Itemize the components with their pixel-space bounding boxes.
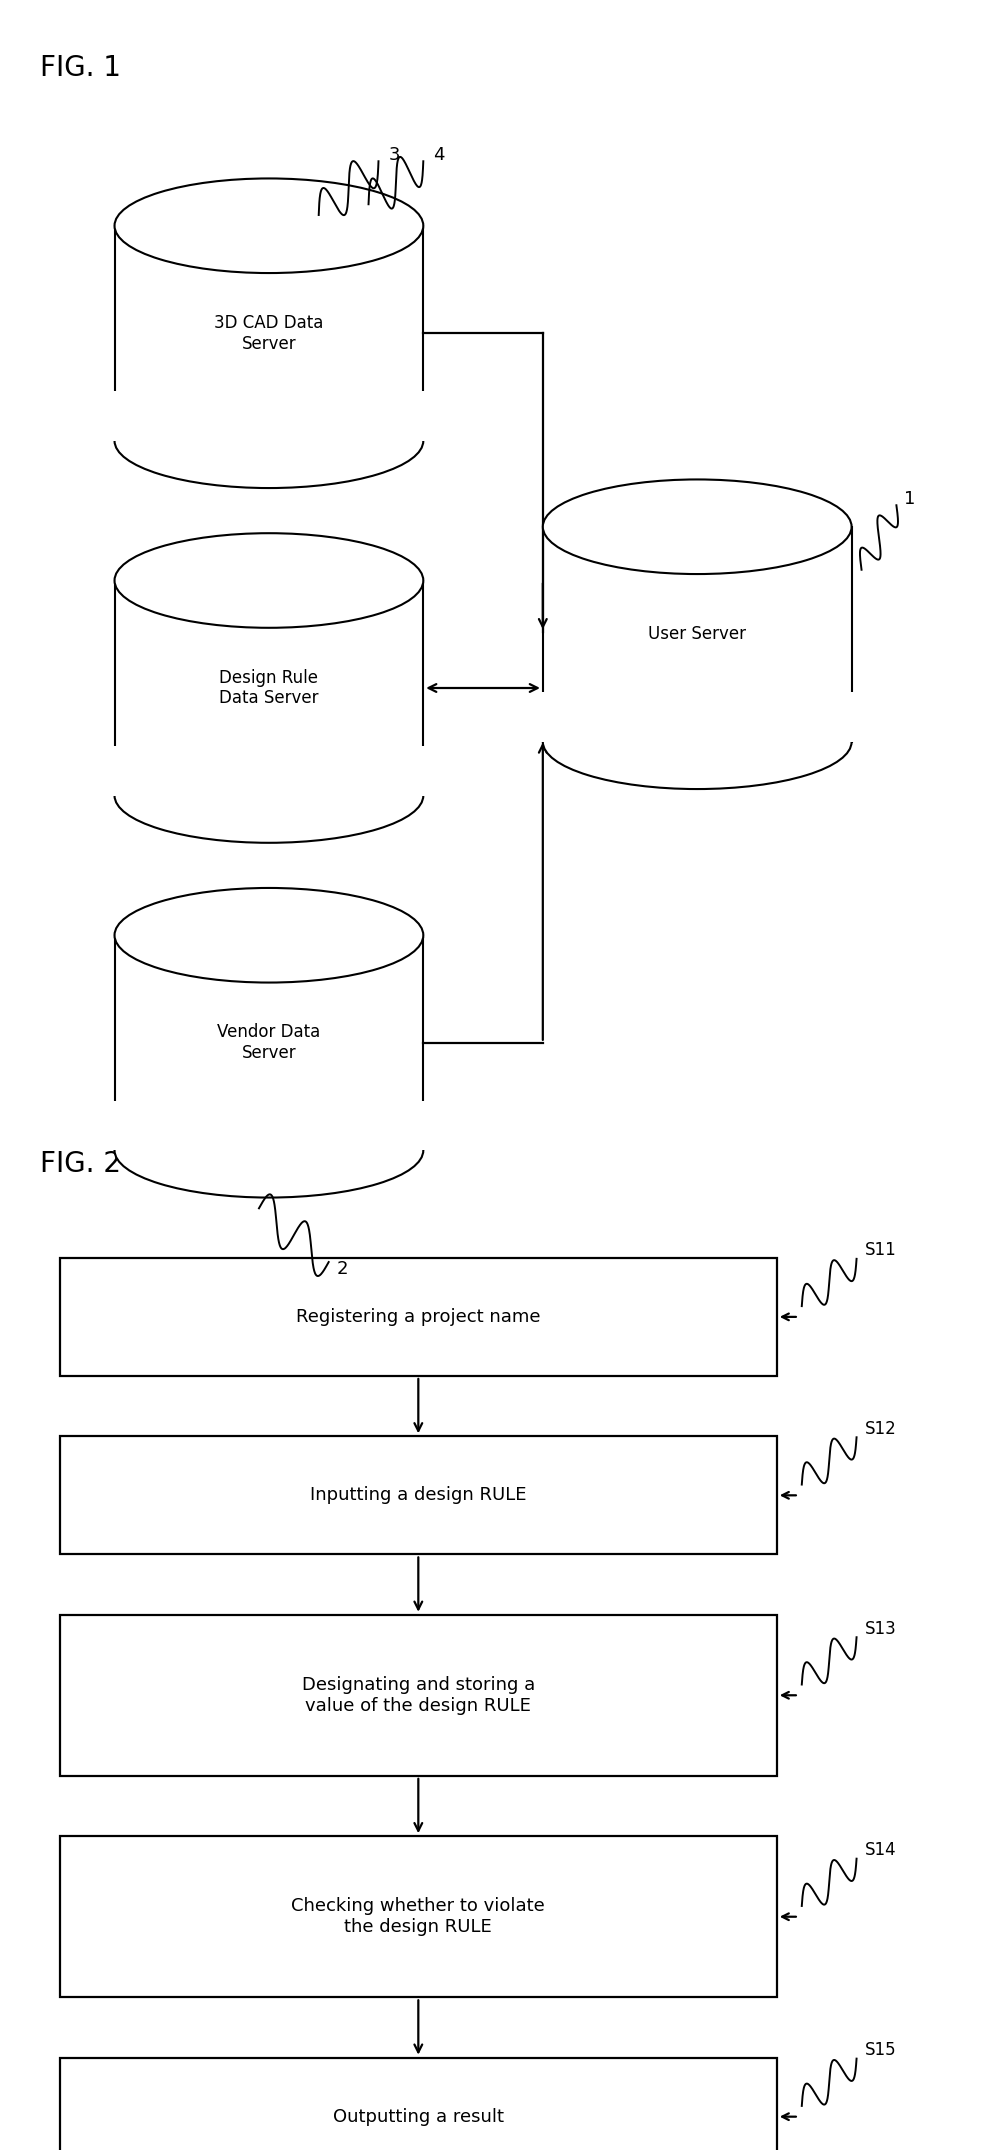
Ellipse shape — [115, 393, 423, 488]
Bar — [113, 746, 425, 796]
FancyBboxPatch shape — [60, 1615, 777, 1776]
Text: 3: 3 — [388, 146, 400, 163]
FancyBboxPatch shape — [60, 2058, 777, 2150]
Ellipse shape — [115, 533, 423, 628]
Text: Registering a project name: Registering a project name — [296, 1307, 541, 1327]
Ellipse shape — [115, 888, 423, 983]
Text: S11: S11 — [865, 1241, 896, 1260]
Text: Design Rule
Data Server: Design Rule Data Server — [219, 669, 319, 707]
Text: 2: 2 — [337, 1260, 349, 1277]
FancyBboxPatch shape — [60, 1436, 777, 1554]
Polygon shape — [115, 935, 423, 1150]
Text: 3D CAD Data
Server: 3D CAD Data Server — [214, 314, 324, 353]
Text: Inputting a design RULE: Inputting a design RULE — [310, 1486, 527, 1505]
Text: 4: 4 — [433, 146, 445, 163]
FancyBboxPatch shape — [60, 1258, 777, 1376]
Bar — [541, 692, 854, 742]
Text: S15: S15 — [865, 2040, 896, 2060]
Text: Checking whether to violate
the design RULE: Checking whether to violate the design R… — [292, 1896, 545, 1937]
Ellipse shape — [115, 178, 423, 273]
Ellipse shape — [543, 479, 852, 574]
Polygon shape — [115, 226, 423, 441]
Text: User Server: User Server — [648, 626, 746, 643]
Bar — [113, 391, 425, 441]
Ellipse shape — [115, 748, 423, 843]
Text: FIG. 1: FIG. 1 — [40, 54, 121, 82]
Polygon shape — [115, 580, 423, 796]
Ellipse shape — [543, 694, 852, 789]
Polygon shape — [543, 527, 852, 742]
Text: S13: S13 — [865, 1619, 896, 1638]
Ellipse shape — [115, 1103, 423, 1198]
Bar — [113, 1101, 425, 1150]
FancyBboxPatch shape — [60, 1836, 777, 1997]
Text: FIG. 2: FIG. 2 — [40, 1150, 121, 1178]
Text: Vendor Data
Server: Vendor Data Server — [217, 1023, 321, 1062]
Text: 1: 1 — [904, 490, 915, 507]
Text: S14: S14 — [865, 1840, 896, 1860]
Text: Designating and storing a
value of the design RULE: Designating and storing a value of the d… — [302, 1675, 535, 1716]
Text: Outputting a result: Outputting a result — [333, 2107, 504, 2126]
Text: S12: S12 — [865, 1419, 896, 1438]
